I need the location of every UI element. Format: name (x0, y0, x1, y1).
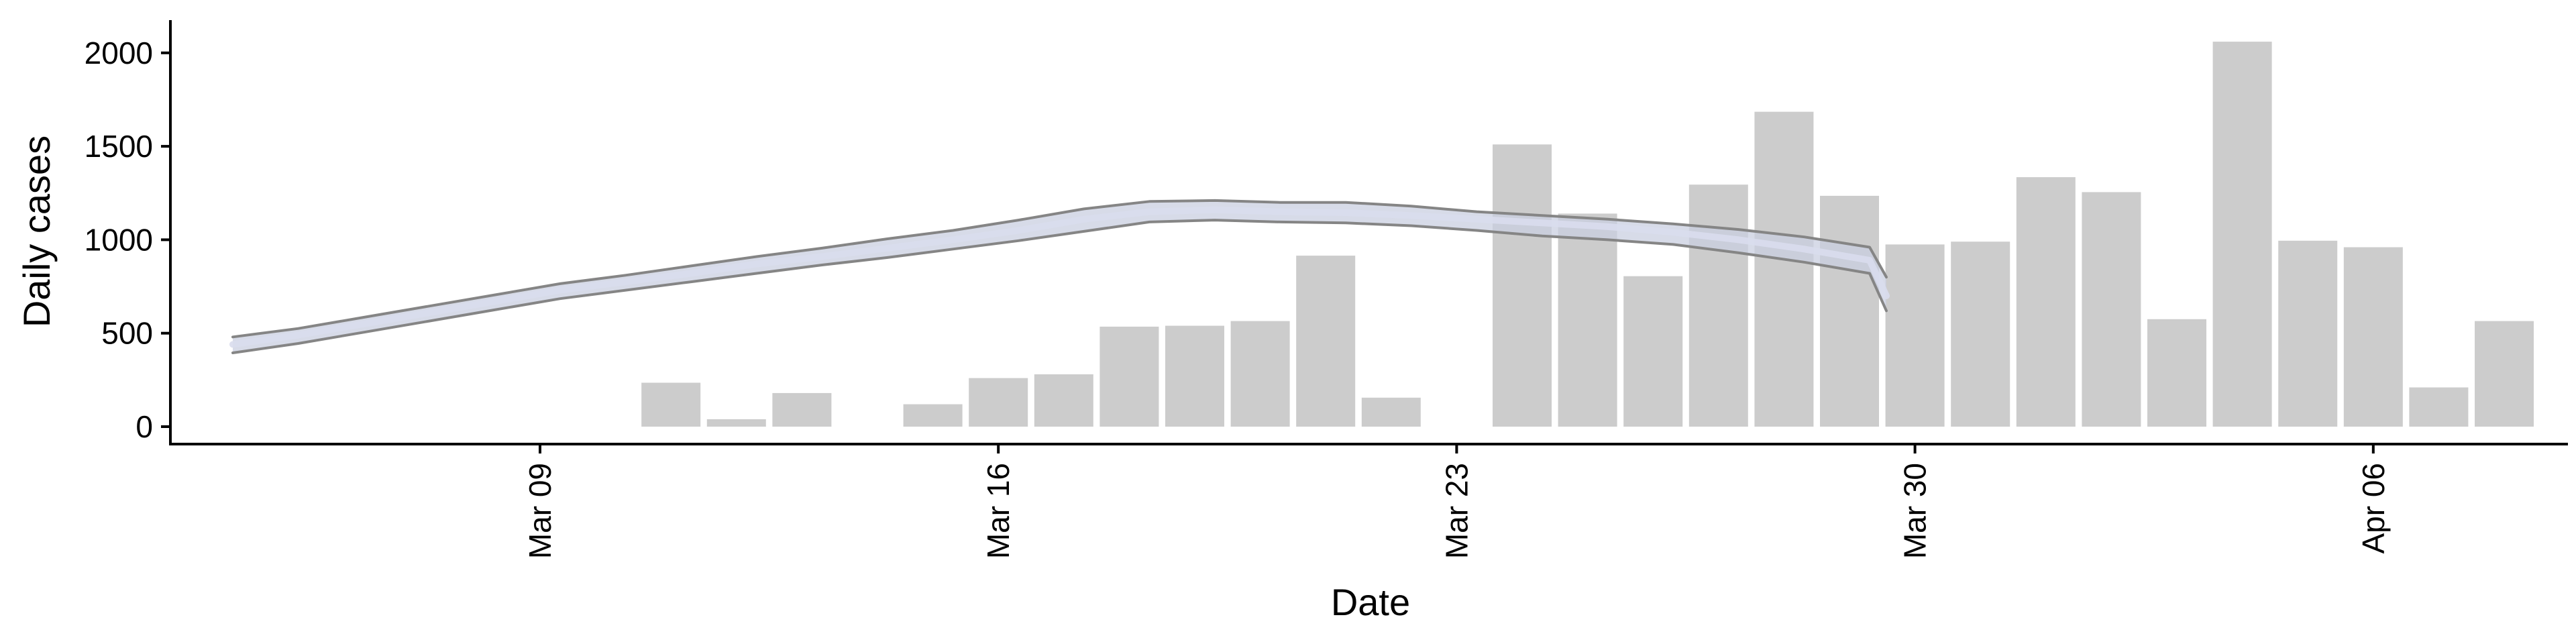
bar-mar-20 (1296, 256, 1356, 427)
bar-apr-07 (2475, 321, 2534, 427)
bar-mar-26 (1688, 184, 1748, 427)
confidence-band-layer (233, 200, 1886, 353)
x-tick-label: Apr 06 (2356, 463, 2391, 554)
bar-mar-11 (706, 419, 766, 427)
x-tick-label: Mar 23 (1439, 463, 1474, 559)
x-tick-label: Mar 30 (1898, 463, 1933, 559)
bar-mar-27 (1754, 111, 1814, 427)
bar-mar-18 (1165, 325, 1224, 427)
y-tick-label: 1000 (85, 222, 153, 257)
axes-layer (169, 20, 2568, 445)
bars-layer (641, 42, 2534, 427)
bar-mar-17 (1099, 326, 1159, 427)
x-tick-label: Mar 16 (981, 463, 1016, 559)
bar-mar-29 (1885, 244, 1945, 427)
x-ticks-layer: Mar 09 Mar 16 Mar 23 Mar 30 Apr 06 (523, 444, 2391, 559)
bar-mar-30 (1951, 241, 2010, 427)
bar-mar-14 (903, 404, 963, 427)
bar-apr-04 (2278, 240, 2338, 427)
bar-mar-15 (969, 378, 1028, 427)
bar-mar-28 (1820, 195, 1879, 427)
bar-apr-01 (2082, 192, 2141, 427)
y-tick-label: 2000 (85, 36, 153, 70)
y-tick-label: 1500 (85, 129, 153, 164)
smoothed-mean-line (229, 206, 1890, 348)
x-axis-title: Date (1331, 581, 1410, 623)
bar-mar-19 (1230, 321, 1290, 427)
bar-mar-21 (1361, 397, 1421, 427)
bar-mar-23 (1493, 144, 1552, 427)
bar-mar-10 (641, 382, 701, 427)
bar-mar-31 (2016, 177, 2076, 427)
bar-mar-24 (1558, 213, 1617, 427)
bar-apr-05 (2343, 247, 2403, 427)
bar-apr-03 (2212, 42, 2272, 427)
upper-bound-line (231, 199, 1888, 339)
smoothed-lines-layer (229, 199, 1890, 354)
confidence-band (233, 200, 1886, 353)
y-tick-label: 0 (136, 409, 153, 444)
y-tick-label: 500 (101, 316, 153, 351)
bar-apr-02 (2147, 319, 2206, 427)
bar-mar-25 (1623, 276, 1683, 427)
bar-mar-16 (1034, 374, 1093, 427)
x-tick-label: Mar 09 (523, 463, 557, 559)
y-axis-title: Daily cases (15, 136, 58, 327)
bar-apr-06 (2409, 387, 2469, 427)
y-ticks-layer: 0 500 1000 1500 2000 (85, 36, 170, 444)
lower-bound-line (231, 219, 1888, 354)
bar-mar-12 (772, 392, 832, 427)
